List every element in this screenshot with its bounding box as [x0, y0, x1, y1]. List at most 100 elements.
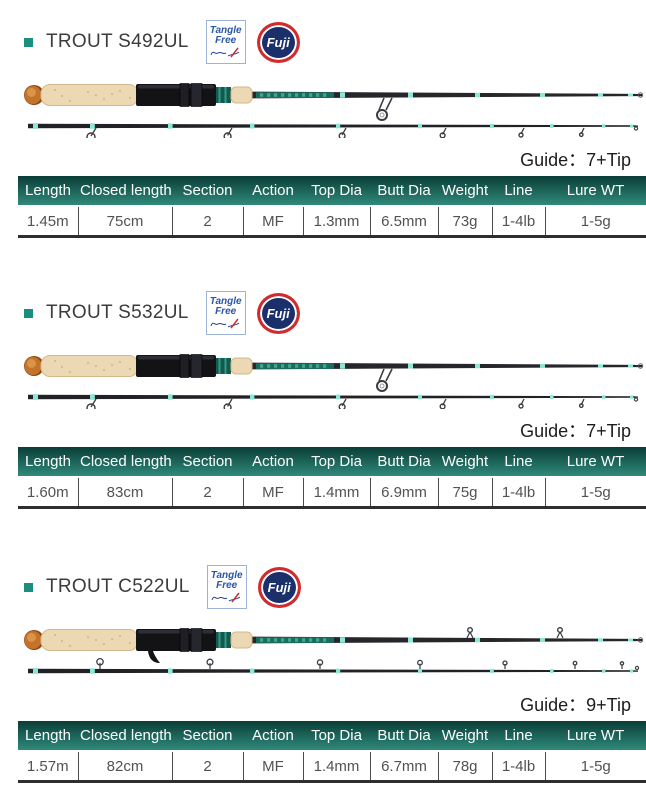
guide-value: 7+Tip: [586, 421, 631, 441]
cell-line: 1-4lb: [491, 477, 545, 509]
signature-mark-icon: [210, 318, 239, 329]
cell-top-dia: 1.4mm: [302, 751, 370, 783]
col-header-lure-wt: Lure WT: [545, 447, 646, 478]
cell-section: 2: [171, 206, 243, 238]
cell-line: 1-4lb: [491, 206, 545, 238]
product-section-c522ul: TROUT C522UL Tangle Free Fuji Guide：9+Ti…: [0, 545, 646, 794]
rod-image: [24, 83, 644, 138]
guide-value: 7+Tip: [586, 150, 631, 170]
col-header-top-dia: Top Dia: [303, 721, 370, 752]
col-header-length: Length: [18, 176, 78, 207]
col-header-butt-dia: Butt Dia: [370, 176, 438, 207]
title-row: TROUT S492UL Tangle Free Fuji: [24, 18, 300, 66]
rod-image: [24, 354, 644, 409]
cell-butt-dia: 6.7mm: [369, 751, 438, 783]
bullet-square-icon: [24, 308, 33, 318]
col-header-lure-wt: Lure WT: [545, 176, 646, 207]
title-row: TROUT S532UL Tangle Free Fuji: [24, 289, 300, 337]
cell-length: 1.45m: [18, 206, 78, 238]
col-header-line: Line: [492, 721, 545, 752]
cell-lure-wt: 1-5g: [544, 477, 646, 509]
guide-value: 9+Tip: [586, 695, 631, 715]
tangle-free-line2: Free: [215, 35, 237, 46]
tangle-free-text: Tangle Free: [211, 571, 243, 591]
tangle-free-text: Tangle Free: [210, 26, 242, 46]
fuji-logo: Fuji: [256, 292, 300, 334]
col-header-butt-dia: Butt Dia: [370, 447, 438, 478]
col-header-length: Length: [18, 721, 78, 752]
cell-weight: 73g: [437, 206, 492, 238]
title-row: TROUT C522UL Tangle Free Fuji: [24, 563, 301, 611]
guide-label: Guide：: [520, 421, 587, 441]
fuji-logo: Fuji: [257, 566, 301, 608]
cell-action: MF: [242, 206, 303, 238]
cell-section: 2: [171, 751, 243, 783]
spec-table: Length Closed length Section Action Top …: [18, 721, 646, 783]
col-header-weight: Weight: [438, 176, 492, 207]
signature-mark-icon: [211, 592, 240, 603]
cell-length: 1.60m: [18, 477, 78, 509]
cell-weight: 75g: [437, 477, 492, 509]
tangle-free-line2: Free: [215, 306, 237, 317]
fuji-logo-text: Fuji: [267, 579, 291, 595]
tangle-free-text: Tangle Free: [210, 297, 242, 317]
tangle-free-line1: Tangle: [210, 570, 243, 581]
col-header-length: Length: [18, 447, 78, 478]
spec-table: Length Closed length Section Action Top …: [18, 176, 646, 238]
col-header-action: Action: [243, 721, 303, 752]
fuji-logo: Fuji: [256, 21, 300, 63]
col-header-closed-length: Closed length: [78, 176, 172, 207]
col-header-action: Action: [243, 447, 303, 478]
cell-butt-dia: 6.5mm: [369, 206, 438, 238]
bullet-square-icon: [24, 582, 33, 592]
col-header-weight: Weight: [438, 721, 492, 752]
col-header-butt-dia: Butt Dia: [370, 721, 438, 752]
rod-image: [24, 626, 644, 674]
spec-data-row: 1.57m 82cm 2 MF 1.4mm 6.7mm 78g 1-4lb 1-…: [18, 751, 646, 783]
tangle-free-line2: Free: [216, 580, 238, 591]
cell-length: 1.57m: [18, 751, 78, 783]
guide-count: Guide：7+Tip: [520, 146, 631, 172]
cell-action: MF: [242, 751, 303, 783]
product-section-s532ul: TROUT S532UL Tangle Free Fuji Guide：7+Ti…: [0, 271, 646, 541]
col-header-lure-wt: Lure WT: [545, 721, 646, 752]
guide-label: Guide：: [520, 150, 587, 170]
col-header-line: Line: [492, 447, 545, 478]
cell-weight: 78g: [437, 751, 492, 783]
cell-section: 2: [171, 477, 243, 509]
col-header-closed-length: Closed length: [78, 721, 172, 752]
cell-top-dia: 1.4mm: [302, 477, 370, 509]
cell-line: 1-4lb: [491, 751, 545, 783]
cell-closed-length: 83cm: [77, 477, 172, 509]
product-section-s492ul: TROUT S492UL Tangle Free Fuji Guide：7+Ti…: [0, 0, 646, 270]
cell-lure-wt: 1-5g: [544, 206, 646, 238]
spec-table: Length Closed length Section Action Top …: [18, 447, 646, 509]
spec-header-row: Length Closed length Section Action Top …: [18, 176, 646, 207]
col-header-section: Section: [172, 176, 243, 207]
col-header-line: Line: [492, 176, 545, 207]
col-header-weight: Weight: [438, 447, 492, 478]
guide-label: Guide：: [520, 695, 587, 715]
spec-header-row: Length Closed length Section Action Top …: [18, 447, 646, 478]
col-header-closed-length: Closed length: [78, 447, 172, 478]
spec-header-row: Length Closed length Section Action Top …: [18, 721, 646, 752]
cell-closed-length: 82cm: [77, 751, 172, 783]
tangle-free-line1: Tangle: [209, 296, 242, 307]
cell-lure-wt: 1-5g: [544, 751, 646, 783]
cell-action: MF: [242, 477, 303, 509]
col-header-action: Action: [243, 176, 303, 207]
col-header-section: Section: [172, 447, 243, 478]
bullet-square-icon: [24, 37, 33, 47]
tangle-free-line1: Tangle: [209, 25, 242, 36]
cell-closed-length: 75cm: [77, 206, 172, 238]
cell-top-dia: 1.3mm: [302, 206, 370, 238]
spec-data-row: 1.45m 75cm 2 MF 1.3mm 6.5mm 73g 1-4lb 1-…: [18, 206, 646, 238]
tangle-free-badge: Tangle Free: [205, 20, 246, 64]
col-header-top-dia: Top Dia: [303, 447, 370, 478]
col-header-section: Section: [172, 721, 243, 752]
product-title: TROUT C522UL: [46, 576, 190, 597]
tangle-free-badge: Tangle Free: [205, 291, 246, 335]
guide-count: Guide：7+Tip: [520, 417, 631, 443]
col-header-top-dia: Top Dia: [303, 176, 370, 207]
signature-mark-icon: [210, 47, 239, 58]
